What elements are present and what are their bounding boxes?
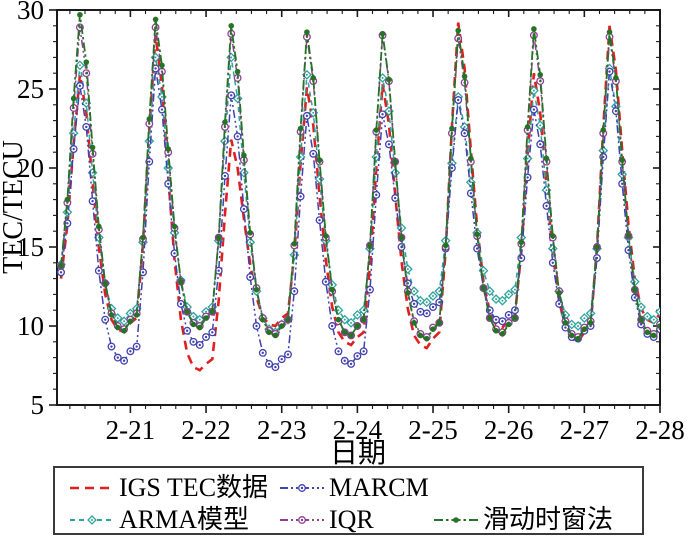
x-tick-label: 2-24 xyxy=(333,415,383,445)
series-line-marcm xyxy=(60,68,660,369)
legend-label-arma: ARMA模型 xyxy=(119,505,250,534)
x-tick-label: 2-28 xyxy=(635,415,685,445)
legend-item-sliding-window: 滑动时窗法 xyxy=(433,507,613,533)
x-tick-label: 2-26 xyxy=(484,415,534,445)
x-tick-label: 2-23 xyxy=(257,415,307,445)
legend-label-iqr: IQR xyxy=(329,505,374,534)
y-tick-label: 30 xyxy=(17,0,44,25)
y-tick-label: 15 xyxy=(17,232,44,262)
x-axis-ticks: 2-21 2-22 2-23 2-24 2-25 2-26 2-27 2-28 xyxy=(69,10,685,445)
x-tick-label: 2-27 xyxy=(560,415,610,445)
legend-line-sample-iqr xyxy=(280,516,324,524)
y-axis-title: TEC/TECU xyxy=(0,140,29,274)
y-axis-ticks: 5 10 15 20 25 30 xyxy=(17,0,660,420)
y-tick-label: 5 xyxy=(31,390,45,420)
legend-item-iqr: IQR xyxy=(279,507,374,533)
series-markers-marcm xyxy=(57,64,660,372)
legend-box: IGS TEC数据 MARCM ARMA模型 IQR 滑动时窗法 xyxy=(53,466,644,535)
series-markers-sliding-window xyxy=(58,11,660,342)
legend-label-marcm: MARCM xyxy=(329,473,429,502)
series-line-arma xyxy=(60,57,660,334)
legend-item-igs-tec: IGS TEC数据 xyxy=(69,475,268,501)
legend-line-sample-arma xyxy=(70,515,114,525)
plot-frame xyxy=(56,9,661,406)
series-line-iqr xyxy=(60,27,660,339)
x-tick-label: 2-25 xyxy=(408,415,458,445)
y-tick-label: 20 xyxy=(17,153,44,183)
legend-item-arma: ARMA模型 xyxy=(69,507,249,533)
x-tick-label: 2-21 xyxy=(106,415,156,445)
legend-label-igs-tec: IGS TEC数据 xyxy=(119,473,269,502)
legend-line-sample-sliding-window xyxy=(434,517,478,523)
series-line-sliding-window xyxy=(60,14,660,340)
x-axis-title: 日期 xyxy=(330,438,386,469)
series-markers-arma xyxy=(57,52,660,338)
series-line-igs-tec xyxy=(59,22,660,372)
y-tick-label: 10 xyxy=(17,311,44,341)
legend-item-marcm: MARCM xyxy=(279,475,429,501)
legend-label-sliding-window: 滑动时窗法 xyxy=(483,505,614,534)
x-tick-label: 2-22 xyxy=(181,415,231,445)
legend-line-sample-marcm xyxy=(280,484,324,492)
y-tick-label: 25 xyxy=(17,74,44,104)
legend-line-sample-igs-tec xyxy=(70,486,114,490)
